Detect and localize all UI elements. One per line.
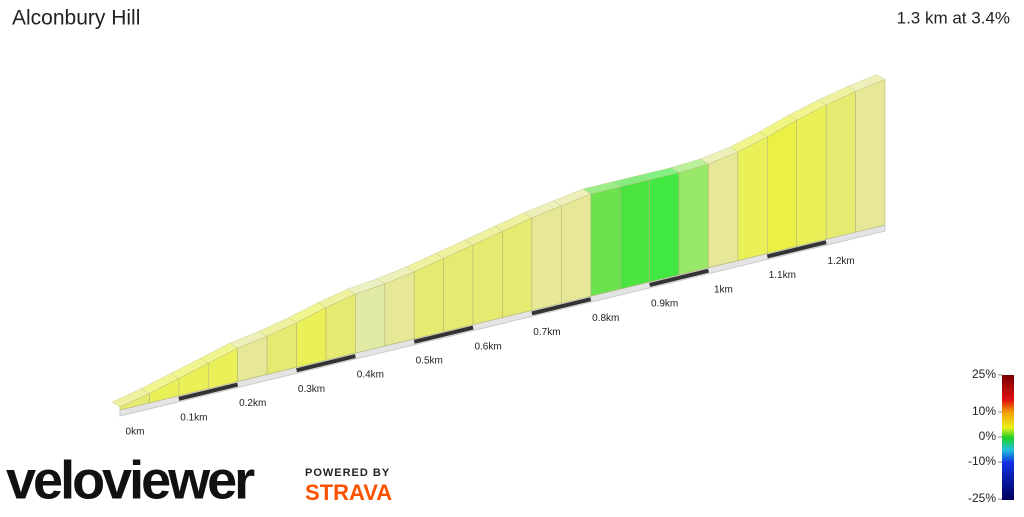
segment — [472, 230, 503, 325]
colorbar-label: -10% — [968, 454, 996, 468]
segment — [767, 119, 798, 254]
x-tick-bar — [531, 297, 592, 316]
colorbar-label: 25% — [972, 367, 996, 381]
x-tick-bar — [649, 268, 709, 287]
segment — [355, 283, 386, 354]
x-tick-label: 0.3km — [298, 384, 325, 395]
segment — [384, 271, 415, 347]
x-tick-bar — [178, 382, 239, 401]
segment — [649, 172, 680, 283]
x-tick-label: 0km — [126, 427, 145, 438]
segment — [619, 179, 650, 290]
logo: veloviewer — [6, 450, 255, 510]
chart-title: Alconbury Hill — [12, 7, 140, 30]
segment — [443, 244, 474, 333]
x-tick-bar — [413, 325, 474, 344]
x-tick-label: 0.7km — [533, 327, 560, 338]
segment-top — [847, 74, 886, 92]
powered-by: POWERED BY — [305, 467, 390, 479]
segment — [678, 163, 709, 276]
x-tick-label: 0.9km — [651, 299, 678, 310]
x-tick-label: 1km — [714, 284, 733, 295]
chart-subtitle: 1.3 km at 3.4% — [897, 8, 1010, 27]
profile: 0km 0.1km 0.2km 0.3km 0.4km 0.5km 0.6km 0.7km 0.… — [111, 74, 886, 438]
x-tick-bar — [296, 354, 356, 373]
segment — [737, 136, 768, 261]
segment — [590, 186, 621, 297]
x-tick-label: 0.4km — [357, 370, 384, 381]
segment — [413, 257, 444, 340]
segment — [502, 217, 533, 318]
colorbar-label: 10% — [972, 404, 996, 418]
x-tick-label: 0.5km — [416, 355, 443, 366]
colorbar — [1002, 375, 1014, 500]
x-tick-label: 1.1km — [769, 270, 796, 281]
segment — [561, 193, 592, 304]
segment — [796, 104, 827, 247]
colorbar-label: -25% — [968, 491, 996, 505]
x-tick-label: 0.8km — [592, 313, 619, 324]
x-tick-label: 0.6km — [474, 341, 501, 352]
strava: STRAVA — [305, 480, 392, 505]
x-tick-label: 0.2km — [239, 398, 266, 409]
segment — [855, 79, 886, 233]
segment — [531, 205, 562, 311]
x-tick-label: 0.1km — [180, 412, 207, 423]
x-tick-bar — [766, 240, 827, 259]
segment — [708, 151, 739, 269]
x-tick-label: 1.2km — [828, 256, 855, 267]
segment — [825, 91, 856, 240]
colorbar-label: 0% — [979, 429, 997, 443]
